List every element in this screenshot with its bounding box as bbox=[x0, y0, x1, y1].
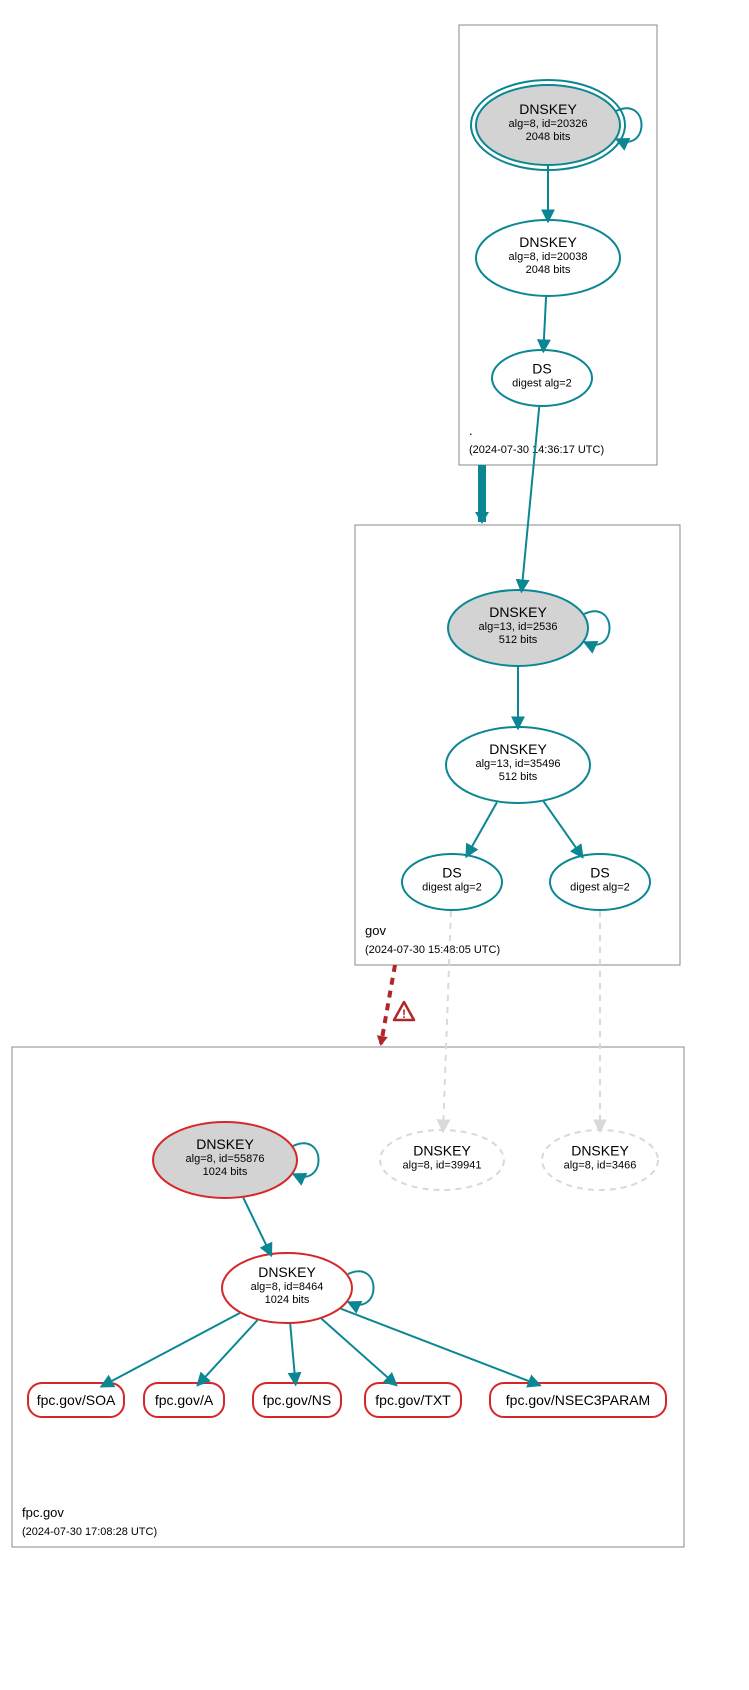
node-root_zsk: DNSKEYalg=8, id=200382048 bits bbox=[476, 220, 620, 296]
node-gov_zsk-line-2: 512 bits bbox=[499, 771, 538, 783]
node-root_ksk: DNSKEYalg=8, id=203262048 bits bbox=[471, 80, 642, 170]
node-gov_ksk-line-2: 512 bits bbox=[499, 634, 538, 646]
zone-label-fpc: fpc.gov bbox=[22, 1505, 64, 1520]
node-root_ds: DSdigest alg=2 bbox=[492, 350, 592, 406]
node-root_ksk-line-2: 2048 bits bbox=[526, 131, 571, 143]
node-gov_ds2-line-0: DS bbox=[590, 865, 609, 881]
zone-timestamp-fpc: (2024-07-30 17:08:28 UTC) bbox=[22, 1526, 157, 1538]
edge-gov_zsk-to-gov_ds2 bbox=[544, 801, 583, 857]
rrset-rr_soa-label: fpc.gov/SOA bbox=[37, 1392, 116, 1408]
rrset-rr_soa: fpc.gov/SOA bbox=[28, 1383, 124, 1417]
zone-arrowhead-root_to_gov bbox=[475, 512, 489, 524]
node-fpc_ghost1-line-1: alg=8, id=39941 bbox=[403, 1160, 482, 1172]
zone-timestamp-gov: (2024-07-30 15:48:05 UTC) bbox=[365, 944, 500, 956]
rrset-rr_nsec3-label: fpc.gov/NSEC3PARAM bbox=[506, 1392, 650, 1408]
node-gov_ds1-line-0: DS bbox=[442, 865, 461, 881]
node-fpc_ghost1: DNSKEYalg=8, id=39941 bbox=[380, 1130, 504, 1190]
rrset-rr_a: fpc.gov/A bbox=[144, 1383, 224, 1417]
edge-root_zsk-to-root_ds bbox=[543, 297, 546, 352]
node-fpc_ksk-line-2: 1024 bits bbox=[203, 1166, 248, 1178]
node-gov_ksk-line-0: DNSKEY bbox=[489, 604, 547, 620]
node-gov_ds1-line-1: digest alg=2 bbox=[422, 882, 482, 894]
zone-arrowhead-gov_to_fpc_warn bbox=[377, 1035, 388, 1046]
edge-root_ds-to-gov_ksk bbox=[521, 407, 539, 592]
edge-fpc_zsk-to-rr_txt bbox=[321, 1319, 396, 1386]
rrset-rr_a-label: fpc.gov/A bbox=[155, 1392, 214, 1408]
node-fpc_ghost2-line-1: alg=8, id=3466 bbox=[564, 1160, 637, 1172]
edge-fpc_zsk-to-rr_soa bbox=[101, 1313, 240, 1387]
node-root_ksk-line-0: DNSKEY bbox=[519, 101, 577, 117]
node-fpc_zsk-line-1: alg=8, id=8464 bbox=[251, 1281, 324, 1293]
rrset-rr_ns-label: fpc.gov/NS bbox=[263, 1392, 331, 1408]
edge-fpc_zsk-to-rr_ns bbox=[290, 1324, 295, 1385]
zone-label-gov: gov bbox=[365, 923, 386, 938]
node-fpc_ghost2: DNSKEYalg=8, id=3466 bbox=[542, 1130, 658, 1190]
node-root_ksk-line-1: alg=8, id=20326 bbox=[509, 118, 588, 130]
node-fpc_ksk-line-0: DNSKEY bbox=[196, 1136, 254, 1152]
warning-icon-bang: ! bbox=[402, 1007, 406, 1021]
node-fpc_ghost1-line-0: DNSKEY bbox=[413, 1143, 471, 1159]
node-root_ds-line-0: DS bbox=[532, 361, 551, 377]
node-fpc_ksk-line-1: alg=8, id=55876 bbox=[186, 1153, 265, 1165]
node-root_ds-line-1: digest alg=2 bbox=[512, 378, 572, 390]
node-root_zsk-line-1: alg=8, id=20038 bbox=[509, 251, 588, 263]
node-root_zsk-line-0: DNSKEY bbox=[519, 234, 577, 250]
node-gov_zsk-line-0: DNSKEY bbox=[489, 741, 547, 757]
edge-gov_zsk-to-gov_ds1 bbox=[466, 802, 497, 857]
node-fpc_zsk-line-2: 1024 bits bbox=[265, 1294, 310, 1306]
node-gov_zsk: DNSKEYalg=13, id=35496512 bits bbox=[446, 727, 590, 803]
zone-arrow-gov_to_fpc_warn bbox=[381, 965, 395, 1044]
node-gov_ksk-line-1: alg=13, id=2536 bbox=[479, 621, 558, 633]
node-fpc_ksk: DNSKEYalg=8, id=558761024 bits bbox=[153, 1122, 319, 1198]
edge-fpc_zsk-to-rr_nsec3 bbox=[341, 1309, 541, 1386]
node-fpc_zsk-line-0: DNSKEY bbox=[258, 1264, 316, 1280]
node-gov_zsk-line-1: alg=13, id=35496 bbox=[475, 758, 560, 770]
node-root_zsk-line-2: 2048 bits bbox=[526, 264, 571, 276]
rrset-rr_txt: fpc.gov/TXT bbox=[365, 1383, 461, 1417]
rrset-rr_txt-label: fpc.gov/TXT bbox=[375, 1392, 451, 1408]
node-fpc_ghost2-line-0: DNSKEY bbox=[571, 1143, 629, 1159]
rrset-rr_nsec3: fpc.gov/NSEC3PARAM bbox=[490, 1383, 666, 1417]
zone-label-root: . bbox=[469, 423, 473, 438]
node-gov_ds2: DSdigest alg=2 bbox=[550, 854, 650, 910]
node-gov_ds1: DSdigest alg=2 bbox=[402, 854, 502, 910]
node-gov_ds2-line-1: digest alg=2 bbox=[570, 882, 630, 894]
edge-fpc_ksk-to-fpc_zsk bbox=[243, 1198, 271, 1256]
rrset-rr_ns: fpc.gov/NS bbox=[253, 1383, 341, 1417]
zone-timestamp-root: (2024-07-30 14:36:17 UTC) bbox=[469, 444, 604, 456]
node-gov_ksk: DNSKEYalg=13, id=2536512 bits bbox=[448, 590, 610, 666]
